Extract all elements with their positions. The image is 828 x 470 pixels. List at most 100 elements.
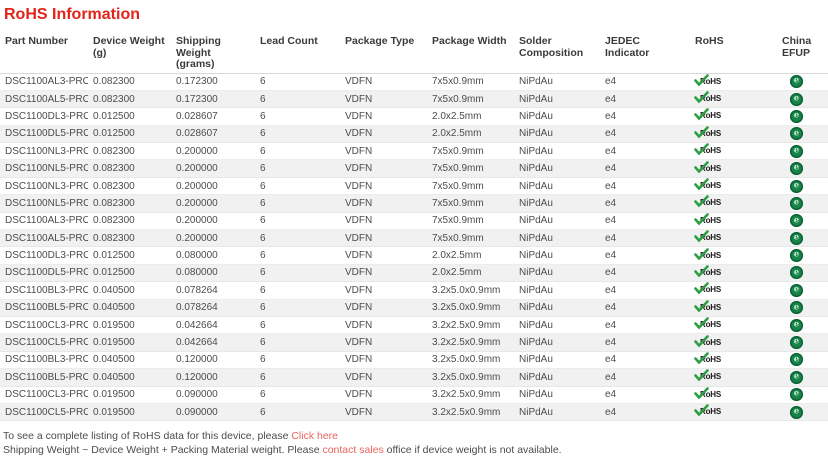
china-efup-icon: e (790, 301, 803, 315)
cell-rohs: RoHS (690, 281, 777, 300)
cell-device-weight: 0.012500 (88, 107, 171, 126)
cell-jedec-indicator: e4 (600, 403, 690, 422)
col-header-shipping-weight: Shipping Weight (grams) (171, 33, 255, 74)
cell-lead-count: 6 (255, 281, 340, 300)
table-row: DSC1100CL3-PROGT 0.019500 0.090000 6 VDF… (0, 386, 828, 404)
china-efup-icon: e (790, 127, 803, 141)
cell-lead-count: 6 (255, 90, 340, 109)
cell-part-number: DSC1100CL5-PROG (0, 333, 88, 352)
cell-solder-composition: NiPdAu (514, 386, 600, 404)
cell-package-type: VDFN (340, 107, 427, 126)
table-row: DSC1100BL5-PROG 0.040500 0.078264 6 VDFN… (0, 299, 828, 317)
cell-rohs: RoHS (690, 212, 777, 231)
cell-jedec-indicator: e4 (600, 351, 690, 370)
col-header-package-type: Package Type (340, 33, 427, 74)
cell-rohs: RoHS (690, 90, 777, 109)
cell-solder-composition: NiPdAu (514, 142, 600, 161)
cell-rohs: RoHS (690, 264, 777, 283)
rohs-compliant-icon: RoHS (694, 178, 721, 192)
cell-solder-composition: NiPdAu (514, 107, 600, 126)
cell-rohs: RoHS (690, 246, 777, 265)
cell-package-width: 3.2x5.0x0.9mm (427, 281, 514, 300)
table-row: DSC1100DL5-PROGT 0.012500 0.080000 6 VDF… (0, 264, 828, 283)
cell-package-width: 7x5x0.9mm (427, 177, 514, 196)
cell-lead-count: 6 (255, 351, 340, 370)
footer-line-rohs-listing: To see a complete listing of RoHS data f… (3, 430, 828, 444)
rohs-information-page: RoHS Information Part Number Device Weig… (0, 6, 828, 457)
cell-solder-composition: NiPdAu (514, 177, 600, 196)
cell-rohs: RoHS (690, 107, 777, 126)
cell-china-efup: e (777, 316, 828, 335)
cell-package-width: 7x5x0.9mm (427, 73, 514, 91)
cell-china-efup: e (777, 142, 828, 161)
cell-shipping-weight: 0.200000 (171, 177, 255, 196)
cell-solder-composition: NiPdAu (514, 333, 600, 352)
cell-package-type: VDFN (340, 333, 427, 352)
col-header-lead-count: Lead Count (255, 33, 340, 74)
cell-china-efup: e (777, 386, 828, 404)
cell-lead-count: 6 (255, 403, 340, 422)
cell-jedec-indicator: e4 (600, 90, 690, 109)
cell-package-type: VDFN (340, 159, 427, 178)
rohs-compliant-icon: RoHS (694, 369, 721, 383)
cell-part-number: DSC1100NL5-PROG (0, 159, 88, 178)
cell-lead-count: 6 (255, 194, 340, 213)
table-row: DSC1100AL5-PROGT 0.082300 0.200000 6 VDF… (0, 229, 828, 248)
table-row: DSC1100BL3-PROGT 0.040500 0.120000 6 VDF… (0, 351, 828, 370)
cell-part-number: DSC1100AL3-PROGT (0, 212, 88, 231)
cell-device-weight: 0.082300 (88, 90, 171, 109)
cell-device-weight: 0.012500 (88, 264, 171, 283)
cell-shipping-weight: 0.200000 (171, 142, 255, 161)
rohs-table: Part Number Device Weight (g) Shipping W… (0, 33, 828, 422)
page-title: RoHS Information (4, 6, 140, 23)
cell-package-type: VDFN (340, 194, 427, 213)
click-here-link[interactable]: Click here (291, 430, 339, 443)
cell-device-weight: 0.082300 (88, 194, 171, 213)
cell-package-width: 2.0x2.5mm (427, 107, 514, 126)
cell-part-number: DSC1100BL5-PROGT (0, 368, 88, 387)
china-efup-icon: e (790, 266, 803, 280)
cell-jedec-indicator: e4 (600, 281, 690, 300)
cell-part-number: DSC1100AL5-PROG (0, 90, 88, 109)
cell-china-efup: e (777, 299, 828, 317)
table-row: DSC1100NL5-PROG 0.082300 0.200000 6 VDFN… (0, 159, 828, 178)
cell-shipping-weight: 0.090000 (171, 386, 255, 404)
cell-device-weight: 0.040500 (88, 351, 171, 370)
footer-line2-suffix: office if device weight is not available… (383, 443, 562, 456)
cell-device-weight: 0.040500 (88, 281, 171, 300)
rohs-compliant-icon: RoHS (694, 265, 721, 279)
cell-china-efup: e (777, 229, 828, 248)
cell-part-number: DSC1100BL5-PROG (0, 299, 88, 317)
table-row: DSC1100AL3-PROG 0.082300 0.172300 6 VDFN… (0, 73, 828, 91)
col-header-jedec-indicator: JEDEC Indicator (600, 33, 690, 74)
cell-shipping-weight: 0.078264 (171, 299, 255, 317)
contact-sales-link[interactable]: contact sales (322, 443, 384, 456)
cell-lead-count: 6 (255, 299, 340, 317)
cell-rohs: RoHS (690, 177, 777, 196)
cell-solder-composition: NiPdAu (514, 90, 600, 109)
table-row: DSC1100NL3-PROG 0.082300 0.200000 6 VDFN… (0, 142, 828, 161)
cell-solder-composition: NiPdAu (514, 264, 600, 283)
cell-jedec-indicator: e4 (600, 246, 690, 265)
cell-china-efup: e (777, 159, 828, 178)
cell-device-weight: 0.082300 (88, 212, 171, 231)
cell-shipping-weight: 0.078264 (171, 281, 255, 300)
china-efup-icon: e (790, 353, 803, 367)
cell-lead-count: 6 (255, 107, 340, 126)
cell-package-type: VDFN (340, 368, 427, 387)
cell-shipping-weight: 0.120000 (171, 368, 255, 387)
cell-jedec-indicator: e4 (600, 107, 690, 126)
cell-package-type: VDFN (340, 246, 427, 265)
cell-rohs: RoHS (690, 386, 777, 404)
cell-package-width: 3.2x5.0x0.9mm (427, 368, 514, 387)
cell-device-weight: 0.012500 (88, 246, 171, 265)
cell-solder-composition: NiPdAu (514, 246, 600, 265)
cell-jedec-indicator: e4 (600, 264, 690, 283)
rohs-compliant-icon: RoHS (694, 386, 721, 401)
cell-jedec-indicator: e4 (600, 333, 690, 352)
china-efup-icon: e (790, 370, 803, 384)
cell-device-weight: 0.019500 (88, 333, 171, 352)
rohs-compliant-icon: RoHS (694, 230, 721, 244)
rohs-compliant-icon: RoHS (694, 91, 721, 105)
cell-part-number: DSC1100BL3-PROG (0, 281, 88, 300)
